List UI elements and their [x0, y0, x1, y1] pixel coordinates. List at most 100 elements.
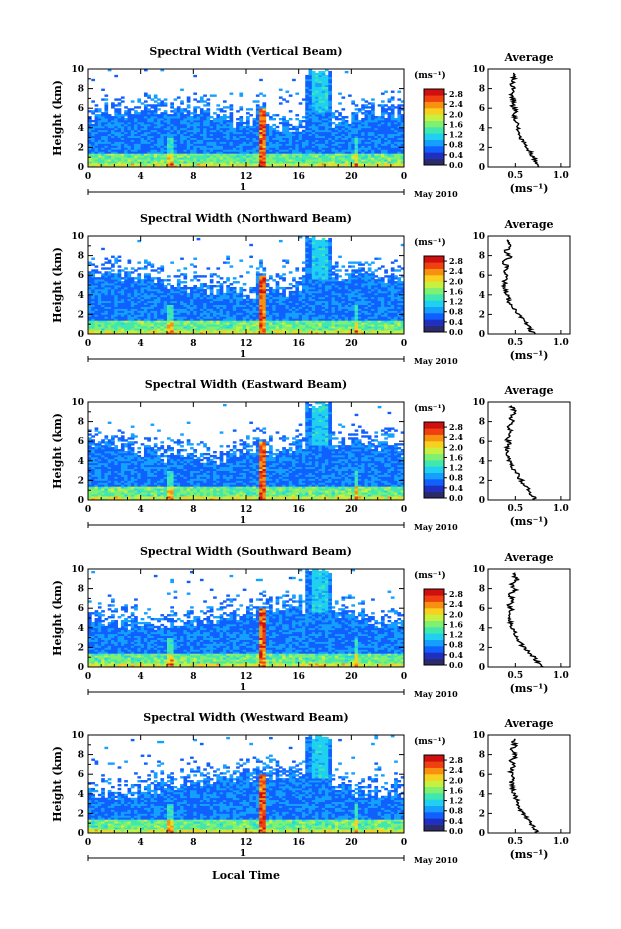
heat-cell [209, 279, 214, 282]
heat-cell [101, 267, 105, 270]
heat-cell [311, 76, 316, 80]
heat-cell [361, 108, 365, 111]
heat-cell [104, 141, 109, 144]
heat-cell [259, 145, 263, 148]
heat-cell [259, 133, 263, 137]
heat-cell [255, 149, 260, 152]
heat-cell [298, 145, 303, 148]
heat-cell [222, 147, 227, 150]
heat-cell [232, 135, 237, 138]
heat-cell [160, 69, 165, 72]
heat-cell [361, 127, 365, 131]
heat-cell [325, 141, 329, 144]
heat-cell [325, 163, 329, 166]
heat-cell [338, 145, 342, 148]
heat-cell [328, 70, 332, 74]
heat-cell [186, 139, 191, 142]
heat-cell [183, 145, 188, 148]
heat-cell [246, 121, 250, 125]
heat-cell [315, 104, 319, 107]
heat-cell [325, 119, 329, 123]
heat-cell [170, 149, 174, 152]
heat-cell [288, 94, 293, 97]
heat-cell [226, 261, 230, 264]
heat-cell [344, 149, 349, 152]
heat-cell [134, 139, 138, 142]
heat-cell [301, 145, 306, 148]
heat-cell [124, 151, 128, 154]
heat-cell [193, 114, 198, 117]
heat-cell [301, 119, 306, 123]
heat-cell [222, 114, 227, 117]
heat-cell [160, 129, 165, 133]
heat-cell [348, 129, 352, 133]
heat-cell [104, 94, 109, 97]
heat-cell [199, 118, 204, 121]
heat-cell [130, 163, 135, 166]
heat-cell [229, 104, 234, 107]
heat-cell [301, 157, 306, 160]
heat-cell [170, 157, 174, 160]
heat-cell [344, 147, 349, 150]
heat-cell [176, 108, 181, 111]
heat-cell [278, 141, 283, 144]
heat-cell [318, 121, 323, 125]
heat-cell [272, 131, 277, 135]
heat-cell [272, 161, 277, 164]
heat-cell [331, 157, 336, 160]
heat-cell [288, 137, 293, 140]
heat-cell [275, 139, 280, 142]
heat-cell [259, 157, 263, 160]
heat-cell [190, 123, 194, 127]
heat-cell [140, 137, 145, 140]
heat-cell [94, 151, 99, 154]
heat-cell [325, 74, 329, 78]
heat-cell [351, 112, 356, 115]
heat-cell [308, 94, 313, 97]
heat-cell [272, 114, 277, 117]
heat-cell [269, 159, 273, 162]
heat-cell [285, 127, 290, 131]
heat-cell [236, 163, 240, 166]
heat-cell [357, 129, 362, 133]
heat-cell [361, 143, 365, 146]
heat-cell [321, 78, 326, 82]
heat-cell [328, 119, 332, 123]
heat-cell [236, 137, 240, 140]
heat-cell [321, 82, 326, 86]
heat-cell [325, 90, 329, 93]
heat-cell [157, 125, 161, 129]
heat-cell [94, 119, 99, 123]
heat-cell [321, 129, 326, 133]
heat-cell [361, 145, 365, 148]
heat-cell [318, 96, 323, 99]
heat-cell [94, 163, 99, 166]
heat-cell [311, 118, 316, 121]
heat-cell [114, 137, 119, 140]
heat-cell [282, 157, 286, 160]
heat-cell [163, 135, 168, 138]
heat-cell [193, 257, 198, 260]
heat-cell [107, 161, 112, 164]
heat-cell [325, 165, 329, 168]
heat-cell [127, 159, 132, 162]
heat-cell [130, 108, 135, 111]
colorbar-swatch [424, 89, 444, 96]
heat-cell [140, 114, 145, 117]
heat-cell [176, 147, 181, 150]
heat-cell [334, 143, 339, 146]
heat-cell [325, 114, 329, 117]
heat-cell [91, 131, 95, 135]
heat-cell [216, 281, 221, 284]
heat-cell [325, 112, 329, 115]
heat-cell [213, 118, 217, 121]
heat-cell [101, 133, 105, 137]
heat-cell [222, 143, 227, 146]
heat-cell [186, 112, 191, 115]
heat-cell [328, 125, 332, 129]
heat-cell [255, 94, 260, 97]
heat-cell [325, 76, 329, 80]
heat-cell [318, 157, 323, 160]
heat-cell [361, 123, 365, 127]
heat-cell [104, 261, 109, 264]
